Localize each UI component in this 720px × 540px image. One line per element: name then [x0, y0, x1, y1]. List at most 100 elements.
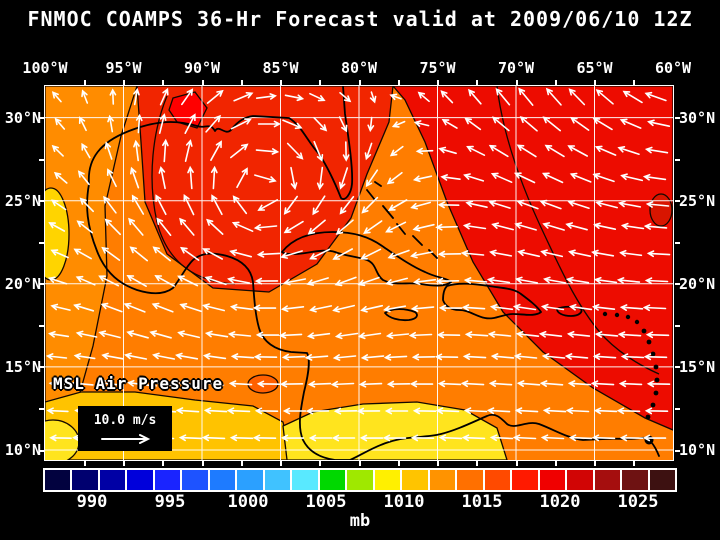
- colorbar-cell: [209, 470, 236, 490]
- tick-mark: [162, 80, 165, 85]
- colorbar-tick-label: 990: [76, 492, 108, 512]
- colorbar-cell: [649, 470, 676, 490]
- colorbar-tick-label: 1025: [617, 492, 659, 512]
- lon-tick-label: 75°W: [419, 59, 456, 77]
- louisiana-red-spot: [168, 91, 208, 129]
- colorbar-tick-label: 1000: [227, 492, 269, 512]
- lat-tick-label: 10°N: [679, 441, 716, 460]
- tick-mark: [162, 461, 165, 466]
- colorbar-cell: [567, 470, 593, 490]
- tick-mark: [358, 461, 361, 466]
- tick-mark: [633, 80, 636, 85]
- colorbar-tick-label: 995: [154, 492, 186, 512]
- tick-mark: [554, 461, 557, 466]
- colorbar-cell: [72, 470, 98, 490]
- tick-mark: [39, 366, 44, 369]
- tick-mark: [594, 80, 596, 85]
- colorbar-cell: [457, 470, 483, 490]
- tick-mark: [201, 80, 204, 85]
- tick-mark: [39, 241, 44, 244]
- tick-mark: [39, 324, 44, 327]
- hispaniola: [442, 282, 542, 320]
- us-gulf-florida-coast: [88, 86, 354, 200]
- lat-tick-label: 10°N: [4, 441, 41, 460]
- tick-mark: [39, 158, 44, 161]
- tick-mark: [39, 200, 44, 203]
- colorbar-cell: [99, 470, 126, 490]
- colorbar-cell: [347, 470, 373, 490]
- tick-mark: [675, 158, 680, 161]
- colorbar-tick-label: 1005: [305, 492, 347, 512]
- colorbar-cell: [484, 470, 511, 490]
- colorbar-cell: [539, 470, 566, 490]
- tick-mark: [675, 283, 680, 286]
- tick-mark: [675, 241, 680, 244]
- lon-tick-label: 95°W: [105, 59, 142, 77]
- tick-mark: [633, 461, 636, 466]
- tick-mark: [675, 117, 680, 120]
- tick-mark: [675, 324, 680, 327]
- colorbar-cell: [264, 470, 291, 490]
- colorbar-cell: [182, 470, 208, 490]
- wind-scale-arrow-icon: [101, 434, 151, 444]
- tick-mark: [39, 283, 44, 286]
- colorbar-cell: [154, 470, 181, 490]
- lat-tick-label: 25°N: [679, 191, 716, 210]
- tick-mark: [83, 461, 86, 466]
- tick-mark: [397, 80, 400, 85]
- pressure-colorbar: [43, 468, 677, 492]
- gulf-high-red: [136, 86, 394, 293]
- tick-mark: [358, 80, 361, 85]
- tick-mark: [123, 461, 125, 466]
- tick-mark: [240, 80, 243, 85]
- colorbar-cell: [237, 470, 263, 490]
- ne-deep-red-spot: [649, 193, 673, 227]
- lon-tick-label: 80°W: [340, 59, 378, 77]
- colorbar-cell: [622, 470, 648, 490]
- colorbar-cell: [512, 470, 538, 490]
- lat-tick-label: 25°N: [4, 191, 41, 210]
- lat-tick-label: 30°N: [4, 108, 41, 127]
- gulf-inner-isobar: [151, 95, 236, 285]
- tick-mark: [476, 461, 479, 466]
- tick-mark: [39, 407, 44, 410]
- tick-mark: [476, 80, 479, 85]
- colorbar-cell: [594, 470, 621, 490]
- tick-mark: [280, 461, 282, 466]
- lon-tick-label: 60°W: [654, 59, 692, 77]
- tick-mark: [675, 407, 680, 410]
- tick-mark: [594, 461, 596, 466]
- lon-tick-label: 65°W: [576, 59, 613, 77]
- puerto-rico: [556, 305, 583, 317]
- tick-mark: [319, 80, 322, 85]
- wind-scale-value: 10.0 m/s: [93, 413, 157, 428]
- tick-mark: [240, 461, 243, 466]
- cuba: [281, 231, 452, 287]
- pressure-wind-field: [45, 86, 673, 460]
- bahamas: [366, 181, 438, 259]
- lat-tick-label: 20°N: [679, 274, 716, 293]
- colorbar-cell: [402, 470, 428, 490]
- colorbar-tick-label: 1015: [461, 492, 503, 512]
- lon-tick-label: 85°W: [262, 59, 299, 77]
- lat-tick-label: 15°N: [4, 357, 41, 376]
- tick-mark: [675, 366, 680, 369]
- colorbar-tick-label: 1020: [539, 492, 581, 512]
- tick-mark: [319, 461, 322, 466]
- tick-mark: [397, 461, 400, 466]
- lat-tick-label: 20°N: [4, 274, 41, 293]
- lat-tick-label: 30°N: [679, 108, 716, 127]
- forecast-map: MSL Air Pressure 10.0 m/s: [44, 85, 674, 461]
- colorbar-tick-label: 1010: [383, 492, 425, 512]
- lon-tick-label: 90°W: [183, 59, 221, 77]
- colorbar-unit: mb: [349, 511, 371, 531]
- colorbar-cell: [374, 470, 401, 490]
- lat-tick-label: 15°N: [679, 357, 716, 376]
- page-title: FNMOC COAMPS 36-Hr Forecast valid at 200…: [27, 7, 693, 31]
- tick-mark: [437, 80, 439, 85]
- tick-mark: [39, 449, 44, 452]
- tick-mark: [83, 80, 86, 85]
- tick-mark: [437, 461, 439, 466]
- jamaica: [384, 308, 418, 322]
